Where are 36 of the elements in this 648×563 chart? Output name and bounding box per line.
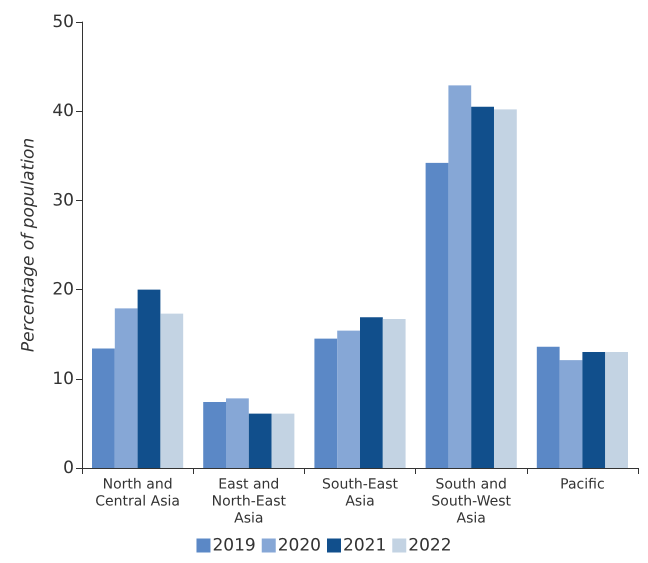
bar xyxy=(160,314,184,468)
legend-label: 2019 xyxy=(212,536,256,556)
y-axis-title: Percentage of population xyxy=(18,138,38,352)
bar xyxy=(560,360,582,468)
legend-label: 2022 xyxy=(408,536,452,556)
bar xyxy=(337,330,360,468)
bar xyxy=(203,402,226,468)
bar xyxy=(605,352,628,468)
bar xyxy=(471,106,494,468)
x-tick-label: South and South-West Asia xyxy=(431,476,512,526)
bar xyxy=(92,348,115,468)
y-tick-label: 50 xyxy=(52,12,74,32)
y-tick-label: 20 xyxy=(52,280,74,300)
legend-label: 2020 xyxy=(278,536,321,556)
bar xyxy=(582,352,606,468)
y-tick-label: 30 xyxy=(52,190,74,210)
legend-label: 2021 xyxy=(343,536,386,556)
bar xyxy=(536,346,560,468)
bar xyxy=(114,308,138,468)
bar xyxy=(494,109,517,468)
y-tick-label: 10 xyxy=(52,368,74,389)
x-tick-label: South-East Asia xyxy=(322,476,398,510)
bar xyxy=(226,398,249,468)
bar xyxy=(382,319,406,468)
x-tick-label: East and North-East Asia xyxy=(212,476,287,526)
bar xyxy=(272,414,294,468)
x-tick-label: North and Central Asia xyxy=(95,476,180,510)
bar xyxy=(426,162,448,468)
x-tick-label: Pacific xyxy=(560,476,605,492)
bar xyxy=(314,338,338,468)
y-tick-label: 0 xyxy=(63,458,74,478)
bar xyxy=(360,317,383,468)
bar xyxy=(138,290,160,468)
bar xyxy=(448,85,472,468)
bar xyxy=(248,414,272,468)
y-tick-label: 40 xyxy=(52,101,74,122)
